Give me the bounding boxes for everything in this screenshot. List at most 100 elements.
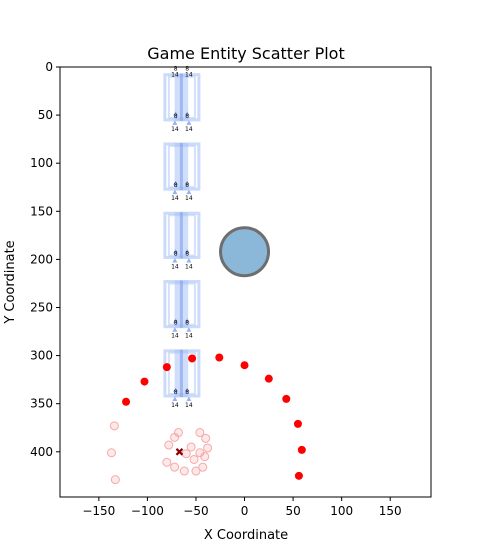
y-tick-label: 0 (45, 60, 53, 74)
x-axis-label: X Coordinate (204, 528, 288, 543)
tower-label-top: 8 (174, 66, 178, 73)
tower-core (179, 73, 183, 121)
y-axis-label: Y Coordinate (3, 240, 18, 324)
unit-marker (173, 111, 179, 116)
tower-core (179, 349, 183, 397)
chart-title: Game Entity Scatter Plot (147, 44, 344, 63)
tower-label-bottom: 14 (171, 263, 179, 270)
entity-point-faded (164, 440, 174, 450)
entity-x-marker (175, 448, 184, 456)
entity-point-faded (110, 475, 120, 485)
unit-marker (186, 257, 192, 263)
entity-point-faded (106, 448, 116, 458)
entity-point-faded (195, 428, 205, 438)
y-axis: 0 50 100 150 200 250 300 350 400 (30, 60, 60, 459)
entity-point-faded (189, 454, 199, 464)
unit-marker (173, 180, 179, 186)
tower-label-bottom: 14 (185, 333, 193, 340)
tower-label-bottom: 14 (171, 333, 179, 340)
entity-point (162, 363, 171, 372)
tower-label-bottom: 14 (171, 72, 179, 79)
y-tick-label: 250 (30, 300, 53, 314)
tower-label-top: 8 (185, 250, 189, 257)
y-tick-label: 400 (30, 445, 53, 459)
marker-layer (106, 226, 306, 485)
entity-point (293, 419, 302, 428)
tower-label-bottom: 14 (185, 195, 193, 202)
unit-marker (186, 327, 192, 332)
tower-core (179, 142, 183, 191)
entity-point-faded (170, 432, 180, 442)
x-tick-label: −150 (82, 504, 115, 518)
entity-point-faded (162, 457, 172, 467)
y-tick-label: 200 (30, 252, 53, 266)
entity-point-faded (181, 449, 191, 459)
tower-label-bottom: 14 (171, 195, 179, 202)
tower: 8 8 14 14 (163, 280, 201, 340)
unit-marker (172, 396, 178, 401)
entity-point-faded (198, 462, 208, 472)
entity-point-faded (201, 433, 211, 443)
entity-point (240, 361, 249, 370)
entity-point (297, 445, 306, 454)
tower-label-bottom: 14 (185, 402, 193, 409)
tower-label-top: 8 (174, 389, 178, 396)
tower-label-top: 8 (185, 182, 189, 189)
unit-marker (172, 189, 178, 195)
tower-label-top: 8 (185, 389, 189, 396)
entity-point-faded (170, 462, 180, 472)
unit-marker (184, 180, 190, 186)
entity-point (140, 377, 149, 386)
plot-frame (59, 66, 432, 498)
tower-label-bottom: 14 (171, 402, 179, 409)
unit-marker (172, 120, 178, 125)
tower-label-top: 8 (185, 320, 189, 327)
unit-marker (186, 120, 192, 125)
entity-point (282, 394, 291, 403)
x-tick-label: 50 (285, 504, 300, 518)
x-tick-label: 150 (379, 504, 402, 518)
x-tick-label: 100 (330, 504, 353, 518)
entity-point-faded (191, 466, 201, 476)
y-tick-label: 100 (30, 156, 53, 170)
unit-marker (173, 318, 179, 323)
tower-label-top: 8 (174, 250, 178, 257)
tower-label-top: 8 (174, 113, 178, 120)
y-tick-label: 300 (30, 349, 53, 363)
x-axis: −150 −100 −50 0 50 100 150 (82, 497, 402, 518)
y-tick-label: 150 (30, 204, 53, 218)
tower-label-top: 8 (185, 66, 189, 73)
entity-point (294, 471, 303, 480)
entity-point-faded (179, 466, 189, 476)
tower-label-top: 8 (174, 320, 178, 327)
tower: 8 8 14 14 (163, 142, 201, 202)
unit-marker (186, 189, 192, 195)
x-tick-label: 0 (241, 504, 249, 518)
entity-point-faded (109, 421, 119, 431)
tower-label-bottom: 14 (185, 72, 193, 79)
tower: 8 8 14 14 (163, 73, 201, 133)
tower-layer: 8 814 148 814 148 814 148 814 148 814 148 814 14 (163, 66, 201, 409)
tower-label-top: 8 (174, 182, 178, 189)
tower-core (179, 280, 183, 328)
unit-marker (184, 318, 190, 323)
unit-marker (184, 111, 190, 116)
unit-marker (173, 248, 179, 254)
unit-marker (186, 396, 192, 401)
entity-point-faded (195, 448, 205, 458)
entity-point (215, 353, 224, 362)
entity-point (122, 397, 131, 406)
tower-label-bottom: 14 (185, 126, 193, 133)
unit-marker (184, 387, 190, 392)
x-stroke (175, 448, 184, 456)
tower: 8 8 14 14 (163, 349, 201, 409)
entity-point (264, 374, 273, 383)
tower: 8 8 14 14 (163, 211, 201, 270)
unit-marker (172, 257, 178, 263)
unit-marker (184, 248, 190, 254)
x-tick-label: −100 (131, 504, 164, 518)
y-tick-label: 350 (30, 397, 53, 411)
x-tick-label: −50 (183, 504, 208, 518)
tower-label-bottom: 14 (171, 126, 179, 133)
